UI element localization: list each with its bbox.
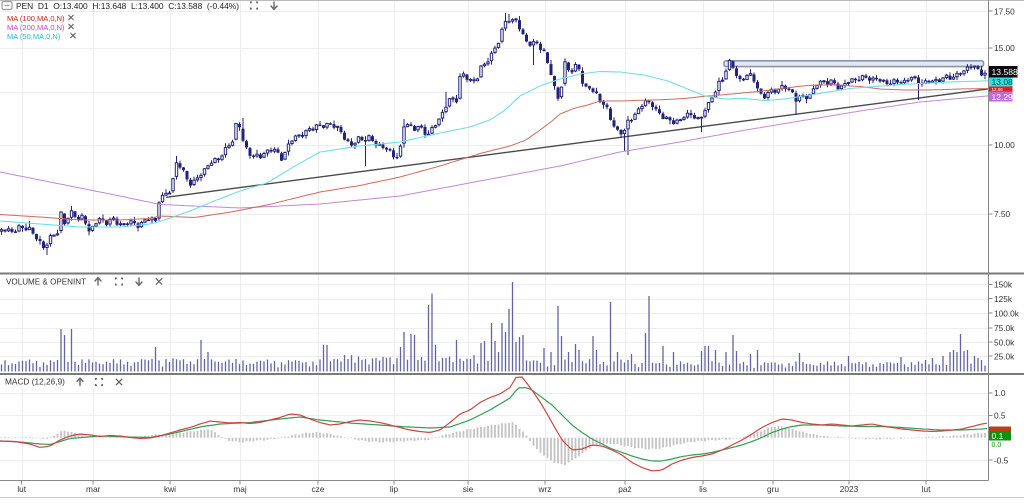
svg-text:MA (50,MA,0,N): MA (50,MA,0,N)	[7, 32, 61, 41]
svg-text:paź: paź	[618, 484, 631, 494]
svg-text:lut: lut	[922, 484, 931, 494]
svg-text:cze: cze	[312, 484, 325, 494]
svg-text:-0.5: -0.5	[994, 455, 1009, 465]
svg-text:75.0k: 75.0k	[994, 323, 1015, 333]
svg-text:12.29: 12.29	[992, 92, 1014, 102]
svg-text:13.08: 13.08	[992, 77, 1014, 87]
svg-text:125k: 125k	[994, 294, 1013, 304]
svg-text:150k: 150k	[994, 280, 1013, 290]
svg-text:10.00: 10.00	[994, 140, 1015, 150]
svg-text:100.0k: 100.0k	[994, 308, 1020, 318]
svg-text:13.588: 13.588	[992, 67, 1019, 77]
svg-text:kwi: kwi	[164, 484, 176, 494]
svg-text:0.1: 0.1	[992, 431, 1004, 441]
svg-text:sie: sie	[463, 484, 474, 494]
svg-text:mar: mar	[86, 484, 101, 494]
svg-text:2023: 2023	[840, 484, 859, 494]
svg-text:gru: gru	[767, 484, 779, 494]
svg-text:MA (100,MA,0,N): MA (100,MA,0,N)	[7, 14, 65, 23]
svg-text:17.50: 17.50	[994, 6, 1015, 16]
svg-text:MA (200,MA,0,N): MA (200,MA,0,N)	[7, 23, 65, 32]
svg-text:0.0: 0.0	[992, 442, 1002, 449]
svg-text:MACD (12,26,9): MACD (12,26,9)	[5, 377, 65, 387]
svg-text:maj: maj	[233, 484, 247, 494]
svg-text:7.50: 7.50	[994, 209, 1011, 219]
svg-text:50.0k: 50.0k	[994, 337, 1015, 347]
svg-text:lis: lis	[699, 484, 707, 494]
svg-text:1.0: 1.0	[994, 388, 1006, 398]
svg-text:PEN D1 O:13.400 H:13.648 L: PEN D1 O:13.400 H:13.648 L:13.400 C:13.5…	[16, 1, 239, 11]
svg-text:12.66: 12.66	[992, 87, 1004, 92]
svg-text:lut: lut	[17, 484, 26, 494]
svg-text:wrz: wrz	[538, 484, 552, 494]
svg-text:VOLUME & OPENINT: VOLUME & OPENINT	[6, 278, 86, 287]
svg-text:lip: lip	[390, 484, 399, 494]
svg-text:25.0k: 25.0k	[994, 351, 1015, 361]
svg-text:0.5: 0.5	[994, 411, 1006, 421]
svg-text:15.00: 15.00	[994, 43, 1015, 53]
